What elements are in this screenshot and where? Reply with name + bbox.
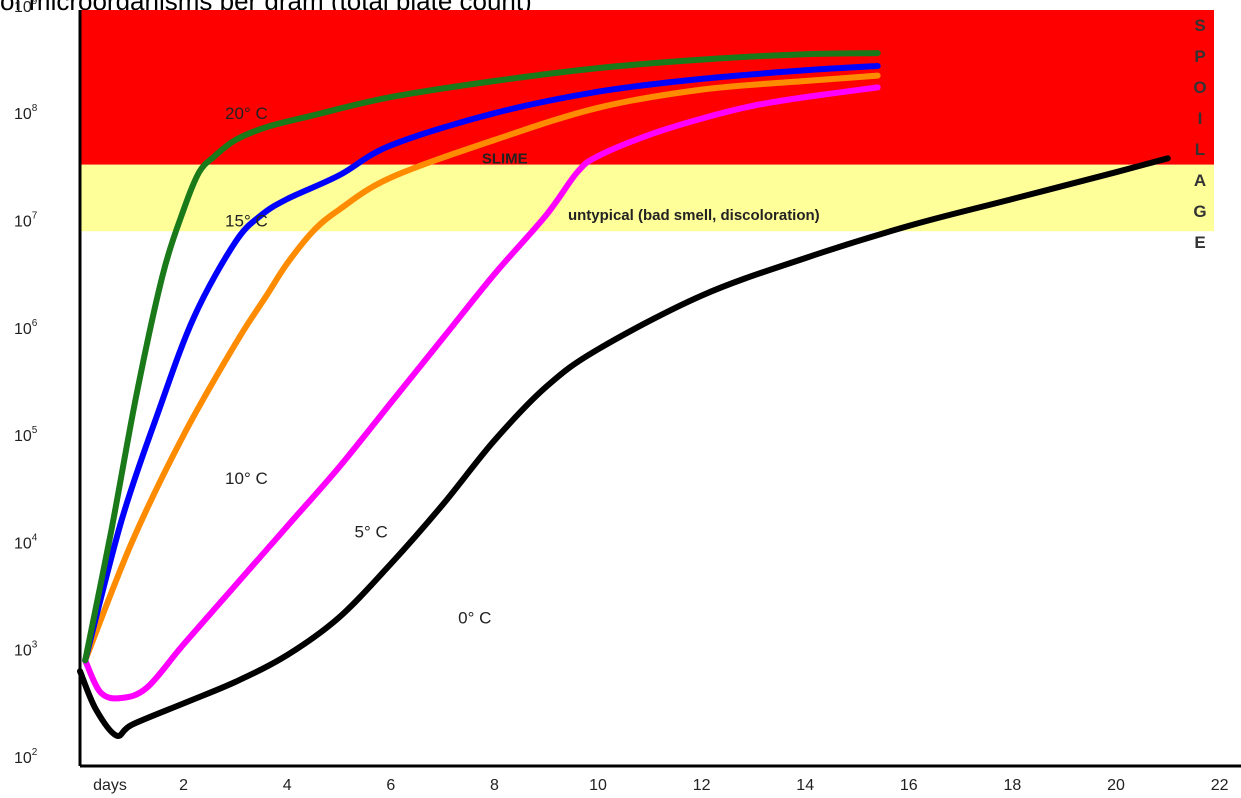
x-tick-label: 2	[179, 777, 188, 794]
axes-layer: 102 103 104 105 106 107 108 109 days 2 4 6 8 10 12 14 16…	[14, 0, 1241, 794]
x-axis-label: days	[93, 777, 127, 794]
x-tick-label: 16	[900, 777, 918, 794]
series-line-15c	[82, 63, 881, 664]
series-line-10c	[82, 72, 881, 664]
y-tick-label: 107	[14, 211, 38, 231]
band-label-slime: SLIME	[482, 150, 528, 167]
spoilage-letter: L	[1195, 140, 1205, 159]
spoilage-letter: O	[1193, 78, 1206, 97]
x-tick-label: 10	[589, 777, 607, 794]
x-tick-label: 20	[1107, 777, 1125, 794]
band-label-untypical: untypical (bad smell, discoloration)	[568, 207, 820, 224]
x-tick-label: 14	[796, 777, 814, 794]
curve-label: 5° C	[355, 523, 388, 542]
series-line-5c	[82, 84, 881, 702]
spoilage-letter: A	[1194, 171, 1206, 190]
x-tick-label: 4	[283, 777, 292, 794]
spoilage-letter: E	[1194, 233, 1205, 252]
spoilage-letter: I	[1198, 109, 1203, 128]
curve-label: 15° C	[225, 212, 268, 231]
curve-label: 10° C	[225, 469, 268, 488]
y-tick-label: 104	[14, 532, 38, 552]
spoilage-letter: G	[1193, 202, 1206, 221]
y-tick-label: 102	[14, 747, 38, 767]
curve-label: 0° C	[458, 609, 491, 628]
y-tick-label: 106	[14, 318, 38, 338]
x-tick-label: 22	[1211, 777, 1229, 794]
y-tick-label: 103	[14, 640, 38, 660]
x-tick-label: 18	[1004, 777, 1022, 794]
x-tick-label: 8	[490, 777, 499, 794]
labels-layer: SLIME untypical (bad smell, discoloration…	[225, 16, 1207, 628]
spoilage-letter: P	[1194, 47, 1205, 66]
series-line-0c	[77, 155, 1171, 739]
curve-label: 20° C	[225, 104, 268, 123]
series-line-20c	[82, 50, 881, 664]
curves-layer	[77, 50, 1171, 739]
y-tick-label: 109	[14, 0, 38, 16]
y-tick-label: 108	[14, 103, 38, 123]
spoilage-letter: S	[1194, 16, 1205, 35]
x-tick-label: 6	[386, 777, 395, 794]
x-tick-label: 12	[693, 777, 711, 794]
y-tick-label: 105	[14, 425, 38, 445]
